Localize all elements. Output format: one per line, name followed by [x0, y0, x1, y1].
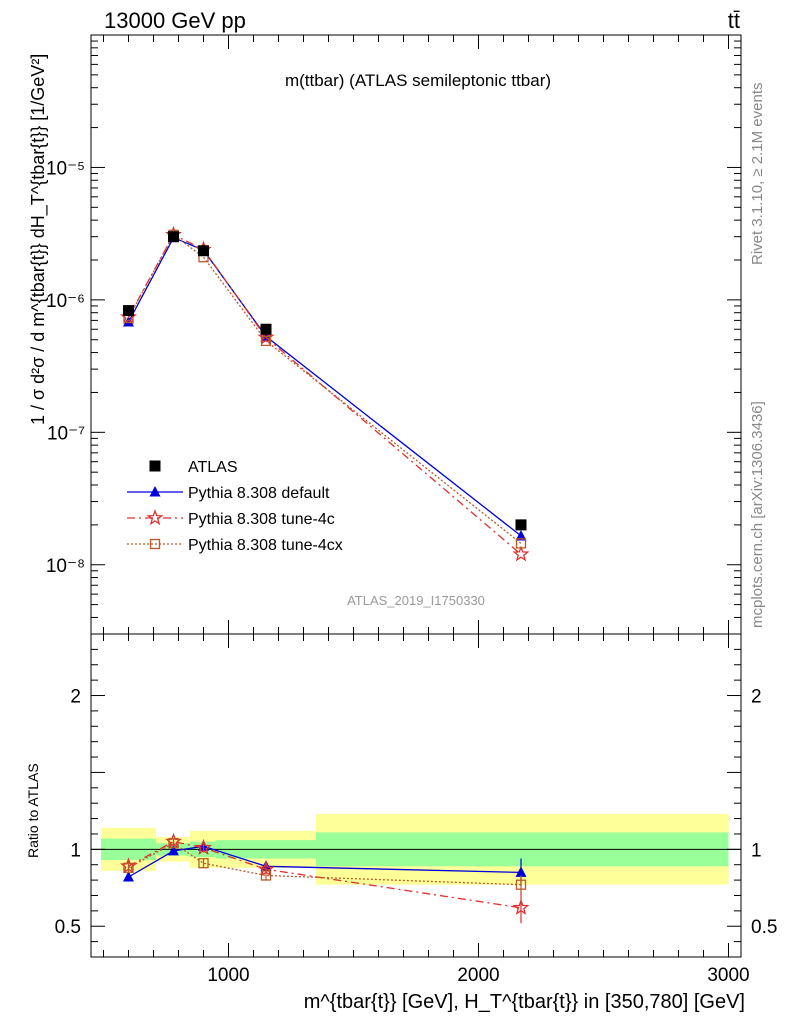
data-point-tune4cx — [260, 335, 272, 347]
y-tick-label-main: 10⁻⁸ — [46, 556, 85, 577]
series-line-tune4c — [127, 233, 522, 555]
process-label: tt̄ — [728, 8, 740, 33]
x-tick-label: 2000 — [457, 965, 499, 986]
legend-label-default: Pythia 8.308 default — [188, 485, 330, 502]
x-axis-title: m^{tbar{t}} [GeV], H_T^{tbar{t}} in [350… — [304, 991, 745, 1013]
plot-title: m(ttbar) (ATLAS semileptonic ttbar) — [285, 71, 551, 90]
y-tick-label-main: 10⁻⁵ — [46, 158, 85, 179]
ratio-point-default — [515, 866, 527, 877]
ratio-line-tune4c — [128, 840, 522, 909]
data-point-tune4cx — [515, 538, 527, 549]
energy-label: 13000 GeV pp — [104, 8, 246, 33]
y-tick-label-ratio-right: 0.5 — [751, 917, 777, 938]
ratio-point-tune4c — [195, 838, 212, 856]
ratio-point-tune4c — [512, 898, 530, 915]
series-line-tune4cx — [127, 233, 522, 544]
data-point-tune4c — [512, 545, 530, 562]
y-tick-label-ratio: 1 — [70, 840, 81, 861]
rivet-version-label: Rivet 3.1.10, ≥ 2.1M events — [749, 83, 766, 266]
ratio-point-tune4cx — [198, 858, 209, 869]
ratio-point-tune4cx — [123, 862, 134, 873]
ratio-panel: 1000 2000 3000 0.5 0.5 1 1 2 2 — [55, 35, 777, 986]
legend-marker-tune4c — [146, 509, 164, 526]
y-axis-title-main: 1 / σ d²σ / d m^{tbar{t}} dH_T^{tbar{t}}… — [28, 54, 49, 425]
y-tick-label-ratio: 2 — [70, 687, 81, 708]
y-axis-title-ratio: Ratio to ATLAS — [25, 763, 41, 858]
data-point-atlas — [260, 323, 272, 335]
y-tick-label-ratio-right: 2 — [751, 687, 762, 708]
ratio-point-tune4cx — [168, 838, 179, 849]
ratio-point-default — [168, 844, 179, 856]
ratio-line-tune4cx — [128, 842, 522, 886]
data-point-atlas — [198, 245, 209, 257]
legend-marker-tune4cx — [149, 538, 161, 550]
x-tick-label: 3000 — [707, 965, 749, 986]
legend-label-tune4c: Pythia 8.308 tune-4c — [188, 511, 335, 528]
y-tick-label-ratio-right: 1 — [751, 840, 762, 861]
legend-label-atlas: ATLAS — [188, 459, 238, 476]
ratio-point-tune4cx — [515, 879, 527, 890]
mcplots-label: mcplots.cern.ch [arXiv:1306.3436] — [749, 401, 766, 628]
data-point-atlas — [515, 519, 527, 531]
y-tick-label-main: 10⁻⁶ — [46, 291, 85, 312]
ratio-frame — [90, 633, 742, 958]
legend-label-tune4cx: Pythia 8.308 tune-4cx — [188, 537, 343, 554]
analysis-watermark: ATLAS_2019_I1750330 — [347, 593, 485, 608]
data-point-default — [123, 316, 134, 327]
ratio-point-tune4cx — [260, 870, 272, 881]
ratio-point-default — [123, 871, 134, 882]
legend-marker-default — [149, 486, 161, 497]
data-point-atlas — [123, 305, 134, 317]
x-tick-label: 1000 — [207, 965, 249, 986]
data-point-default — [515, 529, 527, 541]
y-tick-label-main: 10⁻⁷ — [47, 423, 85, 444]
data-point-atlas — [168, 231, 179, 243]
legend-marker-atlas — [149, 460, 161, 472]
legend: ATLAS Pythia 8.308 default Pythia 8.308 tu… — [127, 459, 343, 554]
y-tick-label-ratio: 0.5 — [55, 917, 81, 938]
